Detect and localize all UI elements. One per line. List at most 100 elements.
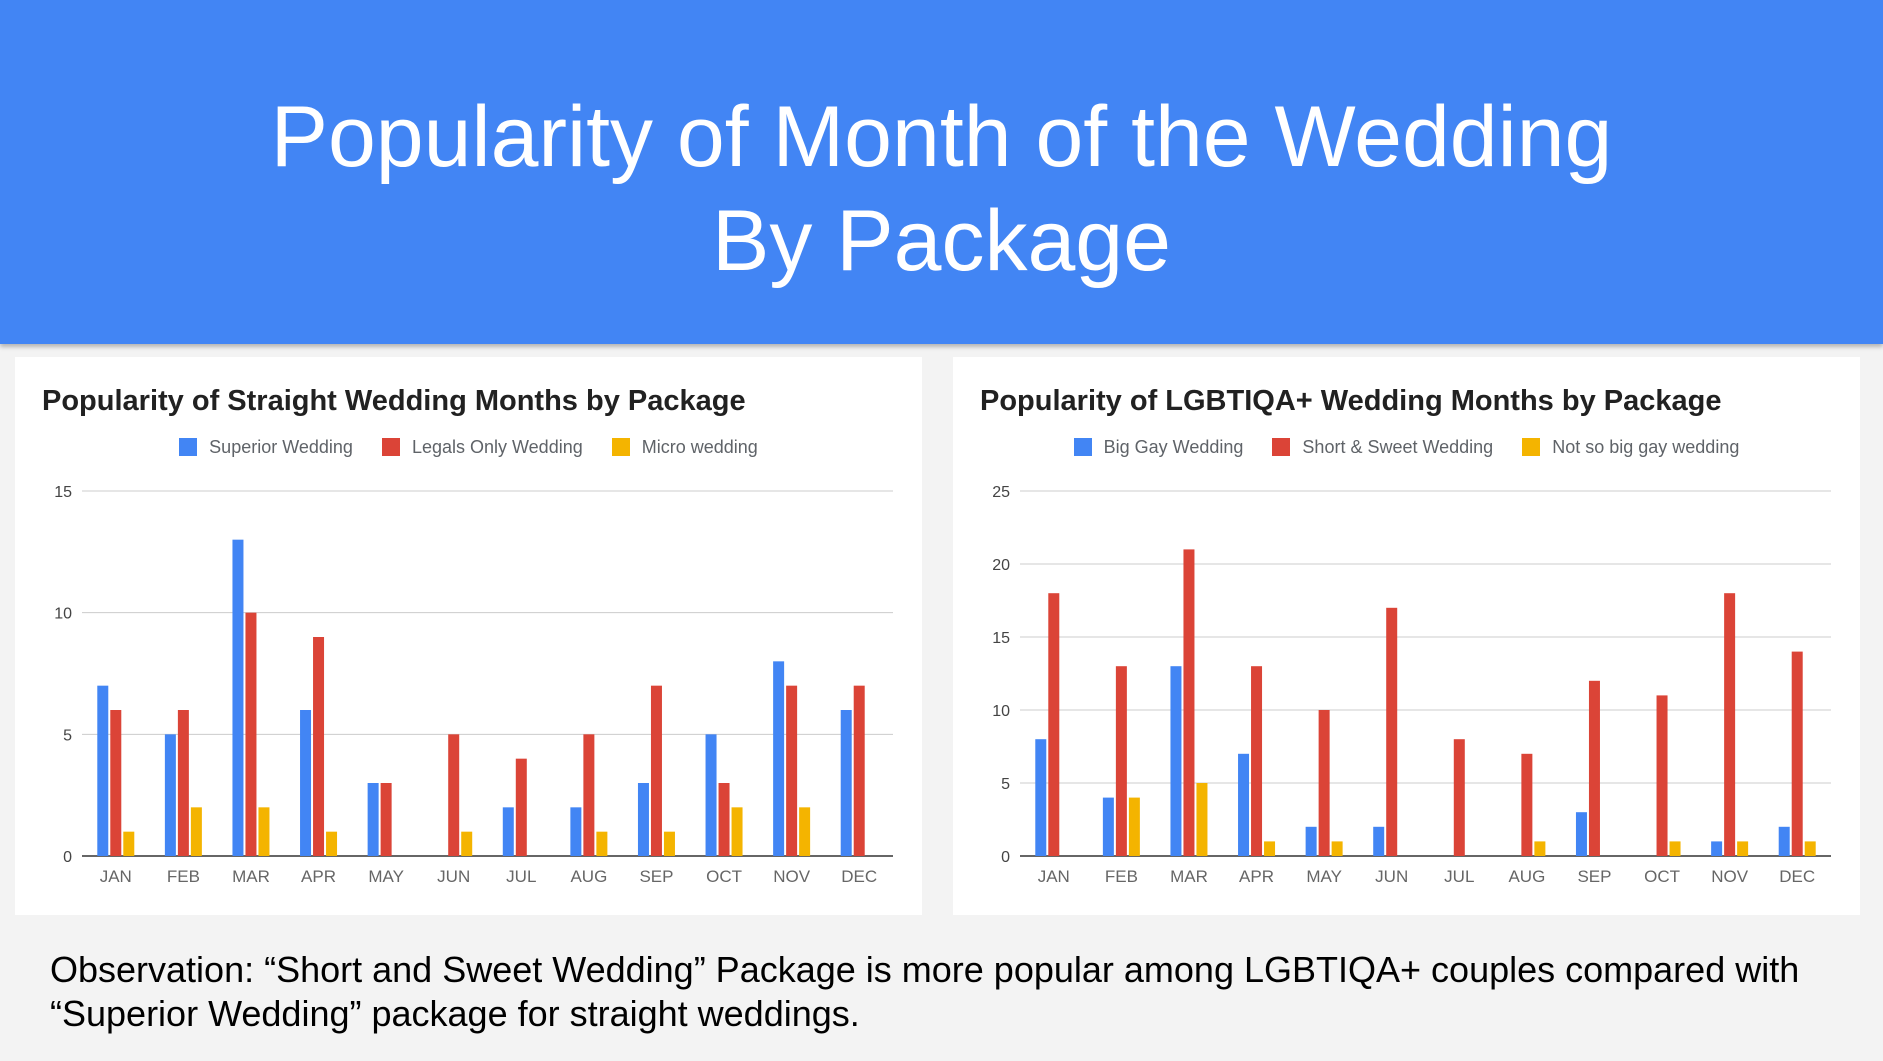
bar (637, 783, 649, 856)
legend-swatch (611, 438, 630, 456)
bar (245, 612, 257, 856)
bar (718, 783, 730, 856)
x-tick-label: OCT (706, 867, 742, 886)
x-tick-label: NOV (773, 867, 811, 886)
bar (731, 807, 743, 856)
bar (1264, 841, 1276, 856)
x-tick-label: JAN (100, 867, 132, 886)
bar (853, 685, 865, 856)
x-tick-label: DEC (841, 867, 877, 886)
legend-swatch (1272, 438, 1291, 456)
bar (232, 539, 244, 856)
bar (1778, 826, 1790, 856)
bar (1318, 710, 1330, 856)
legend-label: Superior Wedding (209, 437, 353, 457)
x-tick-label: SEP (639, 867, 673, 886)
bar (596, 831, 608, 856)
x-tick-label: NOV (1711, 867, 1749, 886)
x-tick-label: FEB (167, 867, 200, 886)
chart-legend: Superior Wedding Legals Only Wedding Mic… (15, 437, 922, 458)
x-tick-label: MAY (368, 867, 404, 886)
bar (1656, 695, 1668, 856)
x-tick-label: FEB (1105, 867, 1138, 886)
bar (326, 831, 338, 856)
bar (1183, 549, 1195, 856)
slide-title-line-2: By Package (712, 193, 1171, 289)
bar (705, 734, 717, 856)
x-tick-label: MAR (1170, 867, 1208, 886)
bar (313, 637, 325, 856)
x-tick-label: DEC (1779, 867, 1815, 886)
bar (367, 783, 379, 856)
bar (1534, 841, 1546, 856)
legend-label: Big Gay Wedding (1103, 437, 1244, 457)
bar (773, 661, 785, 856)
x-tick-label: AUG (570, 867, 607, 886)
legend-item: Superior Wedding (179, 437, 353, 458)
chart-title: Popularity of Straight Wedding Months by… (42, 385, 746, 417)
y-tick-label: 5 (63, 727, 72, 744)
straight-bar-chart: 0 5 10 15 JAN FEB MAR APR MAY JUN JUL AUG SEP OCT NOV D… (54, 484, 893, 886)
x-tick-label: JUN (437, 867, 470, 886)
observation-line-1: Observation: “Short and Sweet Wedding” P… (50, 949, 1800, 990)
y-tick-label: 20 (992, 557, 1010, 574)
legend-item: Big Gay Wedding (1073, 437, 1244, 458)
y-tick-label: 0 (63, 849, 72, 866)
x-tick-label: APR (1239, 867, 1274, 886)
observation-text: Observation: “Short and Sweet Wedding” P… (50, 948, 1850, 1036)
y-tick-label: 0 (1001, 849, 1010, 866)
y-tick-label: 25 (992, 484, 1010, 501)
bar (1238, 753, 1250, 856)
bar (164, 734, 176, 856)
bar (300, 710, 312, 856)
bar (1588, 680, 1600, 856)
bar (1373, 826, 1385, 856)
bar (650, 685, 662, 856)
bar (1305, 826, 1317, 856)
bar (515, 758, 527, 856)
x-tick-label: APR (301, 867, 336, 886)
bar (1128, 797, 1140, 856)
bar (1453, 739, 1465, 856)
lgbtiqa-chart-card: Popularity of LGBTIQA+ Wedding Months by… (953, 357, 1860, 915)
legend-label: Micro wedding (641, 437, 758, 457)
bar (1521, 753, 1533, 856)
y-tick-label: 5 (1001, 776, 1010, 793)
legend-swatch (1073, 438, 1092, 456)
y-tick-label: 15 (992, 630, 1010, 647)
bar (799, 807, 811, 856)
bar (1669, 841, 1681, 856)
bar (663, 831, 675, 856)
y-tick-label: 10 (54, 606, 72, 623)
title-banner: Popularity of Month of the Wedding By Pa… (0, 0, 1883, 344)
bar (1035, 739, 1047, 856)
bar (448, 734, 460, 856)
legend-item: Short & Sweet Wedding (1272, 437, 1493, 458)
legend-label: Legals Only Wedding (411, 437, 583, 457)
legend-swatch (1522, 438, 1541, 456)
bar (1724, 593, 1736, 856)
bar (1115, 666, 1127, 856)
bar (97, 685, 109, 856)
bar (1791, 651, 1803, 856)
legend-item: Micro wedding (611, 437, 758, 458)
bar (570, 807, 582, 856)
straight-chart-card: Popularity of Straight Wedding Months by… (15, 357, 922, 915)
bar (123, 831, 135, 856)
bar (1804, 841, 1816, 856)
x-tick-label: MAY (1306, 867, 1342, 886)
bar (583, 734, 595, 856)
x-tick-label: SEP (1577, 867, 1611, 886)
slide-title-line-1: Popularity of Month of the Wedding (270, 89, 1613, 185)
x-tick-label: AUG (1508, 867, 1545, 886)
bar (840, 710, 852, 856)
bar (190, 807, 202, 856)
bar (177, 710, 189, 856)
x-tick-label: OCT (1644, 867, 1680, 886)
bar (1048, 593, 1060, 856)
legend-swatch (179, 438, 198, 456)
slide-title: Popularity of Month of the Wedding By Pa… (0, 85, 1883, 293)
bar (1575, 812, 1587, 856)
bar (1386, 607, 1398, 856)
bar (1170, 666, 1182, 856)
